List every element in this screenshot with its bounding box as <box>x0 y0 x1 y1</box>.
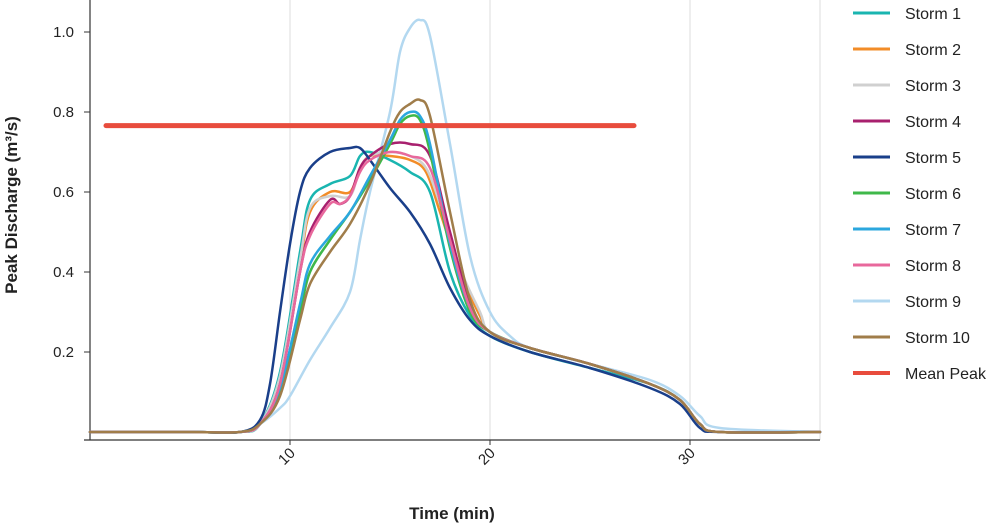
x-axis-title: Time (min) <box>409 504 495 523</box>
y-tick-label: 0.2 <box>53 344 74 361</box>
x-tick-label: 30 <box>675 445 699 469</box>
legend-label-storm-8: Storm 8 <box>905 258 961 275</box>
legend-label-storm-2: Storm 2 <box>905 42 961 59</box>
series-line-storm-10 <box>88 98 822 434</box>
legend-label-storm-1: Storm 1 <box>905 6 961 23</box>
x-tick-label: 10 <box>275 445 299 469</box>
series-line-storm-1 <box>88 150 822 434</box>
series-line-storm-5 <box>88 145 822 435</box>
axes <box>84 0 820 441</box>
y-tick-label: 0.4 <box>53 264 74 281</box>
legend-label-storm-7: Storm 7 <box>905 222 961 239</box>
series-lines <box>88 18 822 435</box>
legend: Storm 1 Storm 2 Storm 3 Storm 4 Storm 5 Storm… <box>853 6 987 383</box>
series-line-storm-6 <box>88 114 822 434</box>
legend-label-storm-6: Storm 6 <box>905 186 961 203</box>
series-line-storm-8 <box>88 150 822 434</box>
y-tick-label: 1.0 <box>53 24 74 41</box>
legend-label-storm-10: Storm 10 <box>905 330 970 347</box>
legend-label-storm-9: Storm 9 <box>905 294 961 311</box>
series-line-storm-3 <box>88 150 822 434</box>
legend-label-storm-4: Storm 4 <box>905 114 961 131</box>
y-ticks: 0.2 0.4 0.6 0.8 1.0 <box>53 24 90 361</box>
y-tick-label: 0.6 <box>53 184 74 201</box>
legend-label-storm-5: Storm 5 <box>905 150 961 167</box>
x-tick-label: 20 <box>475 445 499 469</box>
y-axis-title: Peak Discharge (m³/s) <box>2 116 21 294</box>
series-line-storm-2 <box>88 153 822 434</box>
legend-label-storm-3: Storm 3 <box>905 78 961 95</box>
x-ticks: 10 20 30 <box>275 440 699 469</box>
series-line-storm-9 <box>88 18 822 434</box>
y-tick-label: 0.8 <box>53 104 74 121</box>
series-line-storm-7 <box>88 110 822 434</box>
grid <box>289 0 821 440</box>
legend-label-mean-peak: Mean Peak <box>905 366 987 383</box>
